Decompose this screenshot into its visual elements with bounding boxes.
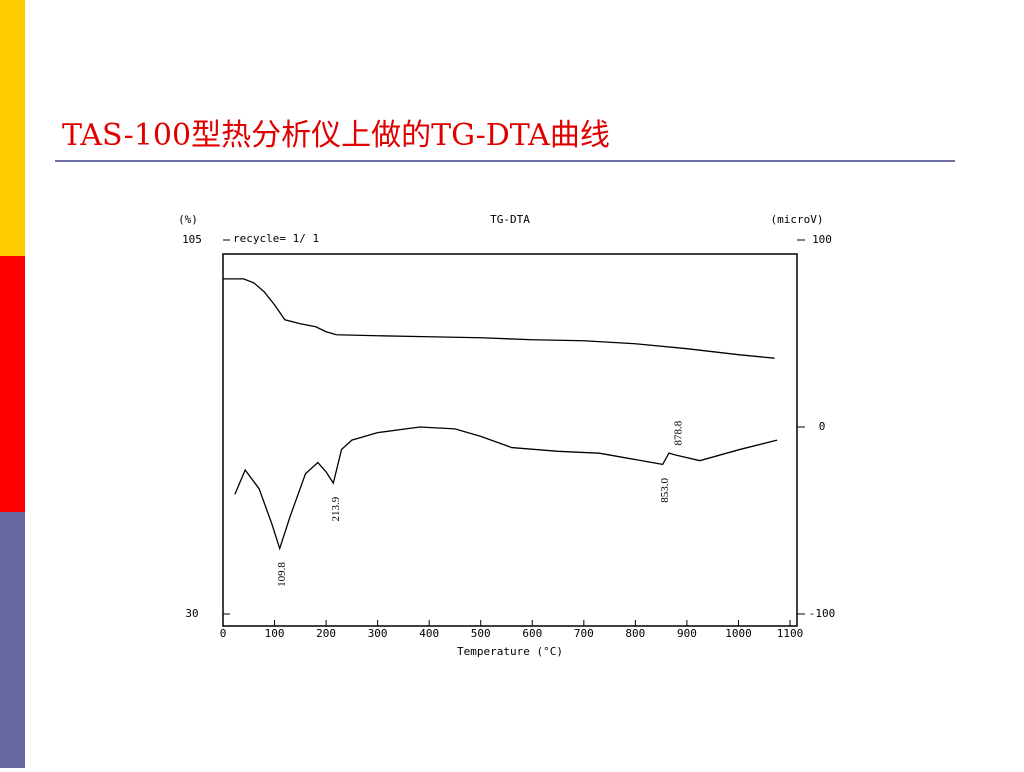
x-tick-label: 400 (419, 627, 439, 640)
y2-tick-label: 0 (819, 420, 826, 433)
y2-tick-label: 100 (812, 233, 832, 246)
annotation: 853.0 (659, 478, 671, 503)
data-line (234, 426, 778, 551)
stripe (0, 0, 25, 256)
x-tick-label: 100 (265, 627, 285, 640)
plot-frame (222, 253, 798, 627)
data-line (223, 278, 775, 359)
y-tick-label: 105 (182, 233, 202, 246)
y2-label: (microV) (771, 213, 824, 226)
x-tick-label: 800 (625, 627, 645, 640)
y-tick-label: 30 (185, 607, 198, 620)
chart-subtitle: recycle= 1/ 1 (233, 232, 319, 245)
x-tick-label: 300 (368, 627, 388, 640)
x-label: Temperature (°C) (457, 645, 563, 658)
x-tick-label: 700 (574, 627, 594, 640)
x-tick-label: 0 (220, 627, 227, 640)
annotation: 109.8 (276, 562, 288, 587)
stripe (0, 256, 25, 512)
x-tick-label: 1000 (725, 627, 752, 640)
y-label: (%) (178, 213, 198, 226)
annotation: 213.9 (330, 496, 342, 521)
slide-title: TAS-100型热分析仪上做的TG-DTA曲线 (62, 118, 610, 153)
chart-title: TG-DTA (490, 213, 530, 226)
x-tick-label: 600 (522, 627, 542, 640)
x-tick-label: 1100 (777, 627, 804, 640)
x-tick-label: 900 (677, 627, 697, 640)
x-tick-label: 200 (316, 627, 336, 640)
annotation: 878.8 (673, 420, 685, 445)
x-tick-label: 500 (471, 627, 491, 640)
y2-tick-label: -100 (809, 607, 836, 620)
stripe (0, 512, 25, 768)
